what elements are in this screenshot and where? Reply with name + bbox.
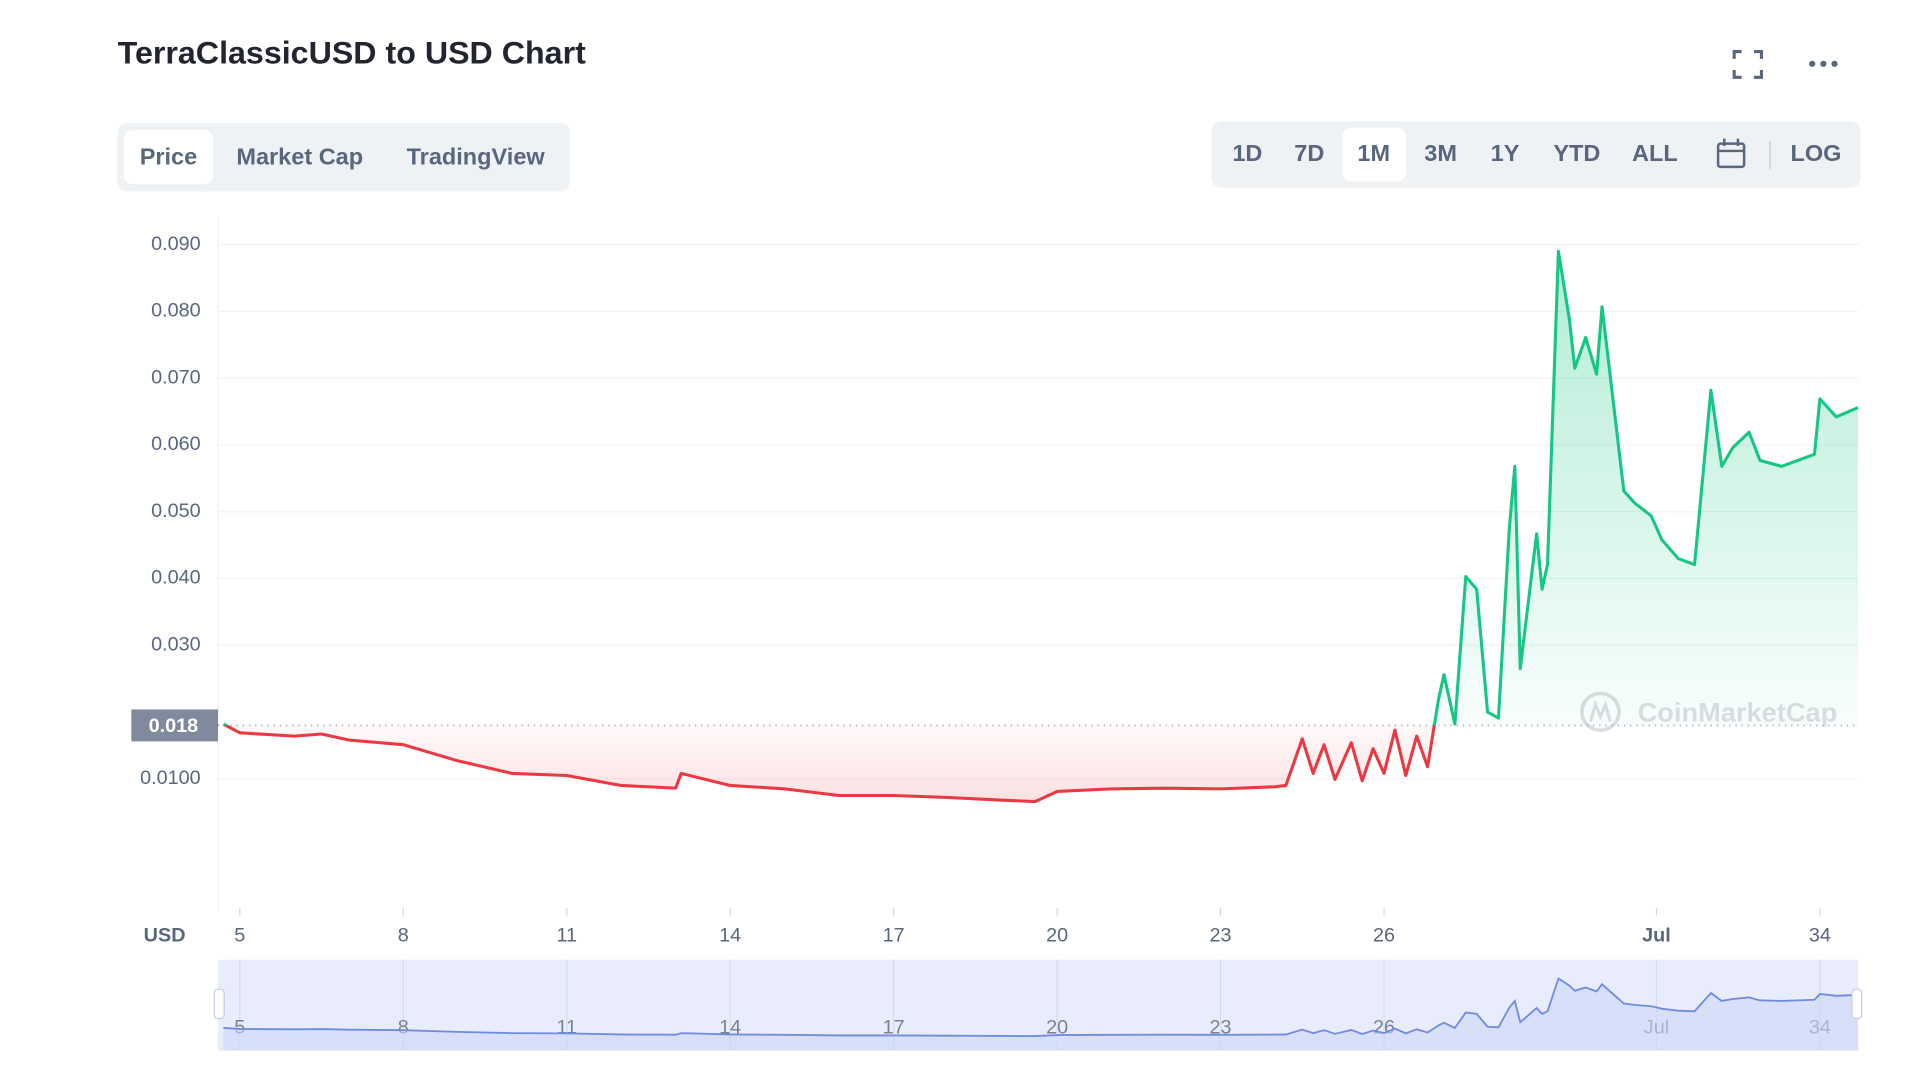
range-button[interactable]: 3M: [1424, 140, 1457, 166]
fullscreen-icon[interactable]: [1732, 50, 1763, 79]
watermark: CoinMarketCap: [1579, 691, 1838, 733]
navigator-tick-label: 5: [234, 1017, 245, 1039]
x-tick-label: 11: [556, 925, 577, 947]
navigator-tick-label: 20: [1046, 1017, 1068, 1039]
range-button[interactable]: 1M: [1357, 140, 1390, 166]
price-line: [222, 249, 1859, 804]
range-button[interactable]: YTD: [1553, 140, 1600, 166]
watermark-text: CoinMarketCap: [1638, 697, 1838, 728]
y-tick-label: 0.080: [151, 300, 201, 322]
y-tick-label: 0.070: [151, 366, 201, 388]
x-tick-label: 17: [883, 925, 905, 947]
y-tick-label: 0.050: [151, 500, 201, 522]
more-icon[interactable]: [1809, 60, 1838, 67]
tab-selected: [123, 130, 214, 185]
range-selected: [1342, 127, 1406, 182]
y-tick-label: 0.040: [151, 567, 201, 589]
x-tick-label: 5: [234, 925, 245, 947]
navigator-area: [223, 978, 1859, 1051]
tab[interactable]: TradingView: [407, 144, 546, 170]
navigator-tick-label: 23: [1210, 1017, 1232, 1039]
range-button[interactable]: 7D: [1294, 140, 1324, 166]
y-tick-label: 0.030: [151, 634, 201, 656]
tab[interactable]: Market Cap: [236, 144, 363, 170]
y-tick-label: 0.060: [151, 433, 201, 455]
x-tick-label: Jul: [1642, 925, 1671, 947]
navigator-tick-label: 8: [398, 1017, 409, 1039]
currency-label: USD: [144, 925, 186, 947]
x-tick-label: 20: [1046, 925, 1068, 947]
x-tick-label: 34: [1809, 925, 1831, 947]
calendar-icon[interactable]: [1716, 138, 1746, 169]
navigator-tick-label: 14: [719, 1017, 741, 1039]
log-button[interactable]: LOG: [1790, 140, 1841, 166]
range-button[interactable]: ALL: [1632, 140, 1678, 166]
range-button[interactable]: 1D: [1232, 140, 1262, 166]
y-tick-label: 0.0100: [140, 767, 201, 789]
y-tick-label: 0.090: [151, 233, 201, 255]
tab-group: [117, 122, 570, 192]
x-tick-label: 23: [1210, 925, 1232, 947]
baseline-label-bg: [131, 709, 219, 742]
navigator-line: [223, 977, 1859, 1037]
chart-title: TerraClassicUSD to USD Chart: [118, 35, 586, 71]
navigator-handle[interactable]: [213, 988, 225, 1020]
baseline-label: 0.018: [149, 715, 199, 737]
navigator-tick-label: 17: [883, 1017, 905, 1039]
range-button[interactable]: 1Y: [1491, 140, 1520, 166]
tab[interactable]: Price: [140, 144, 198, 170]
x-tick-label: 14: [719, 925, 741, 947]
x-tick-label: 26: [1373, 925, 1395, 947]
plot-area: 0.0100 0.030 0.040 0.050 0.060 0.070 0.080 0.09…: [131, 217, 1859, 947]
x-tick-label: 8: [398, 925, 409, 947]
navigator-handle[interactable]: [1851, 988, 1863, 1020]
price-area: [223, 251, 1859, 802]
